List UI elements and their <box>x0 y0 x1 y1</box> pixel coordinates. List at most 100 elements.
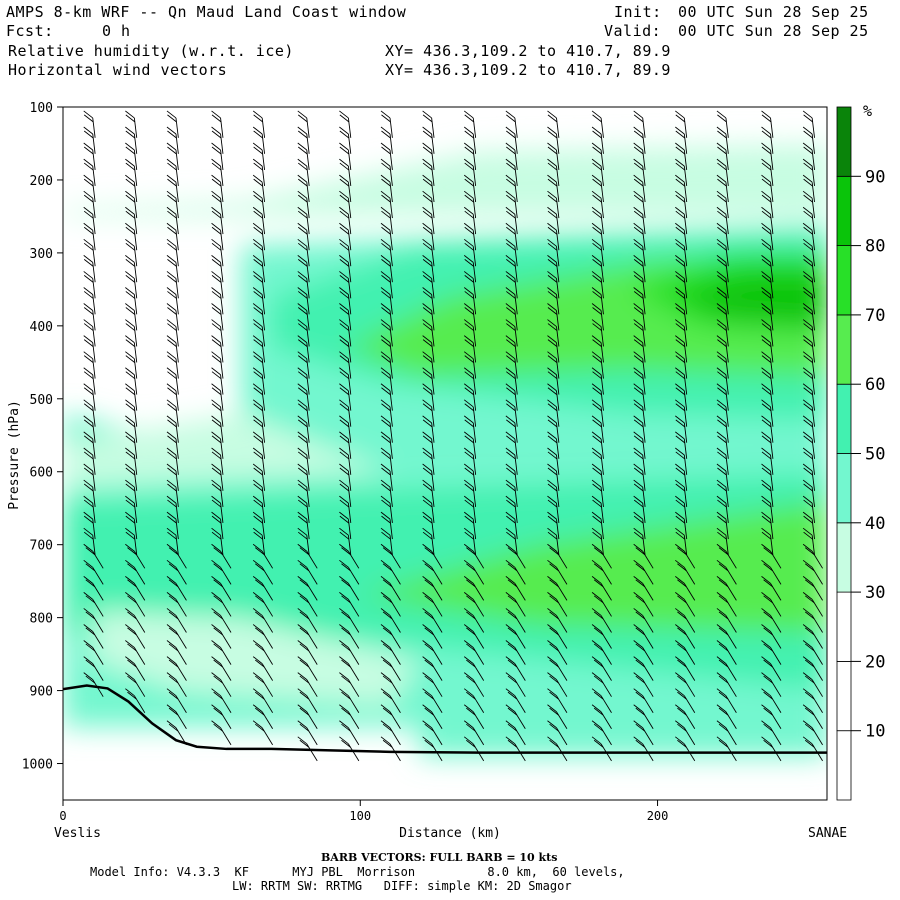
wind-barb-flag <box>507 595 518 604</box>
wind-barb-flag <box>802 559 813 568</box>
wind-barb-flag <box>422 624 432 632</box>
wind-barb-flag <box>763 691 773 700</box>
wind-barb-flag <box>763 739 773 748</box>
wind-barb <box>389 438 393 459</box>
wind-barb-flag <box>633 114 644 123</box>
wind-barb <box>175 406 179 427</box>
wind-barb-flag <box>297 238 308 247</box>
wind-barb <box>261 535 266 556</box>
wind-barb-flag <box>297 387 308 396</box>
wind-barb <box>133 422 138 443</box>
wind-barb-flag <box>380 736 391 745</box>
wind-barb-flag <box>717 483 727 492</box>
wind-barb <box>770 133 774 154</box>
wind-barb <box>306 278 310 299</box>
wind-barb-flag <box>717 114 727 123</box>
wind-barb-flag <box>381 194 391 203</box>
wind-barb-flag <box>381 451 391 460</box>
wind-barb-flag <box>717 467 727 476</box>
wind-barb-flag <box>211 451 222 460</box>
wind-barb <box>642 246 646 267</box>
wind-barb-flag <box>125 142 135 151</box>
wind-barb-flag <box>591 720 602 729</box>
wind-barb <box>389 278 393 299</box>
wind-barb-flag <box>591 303 602 311</box>
wind-barb-flag <box>422 222 432 231</box>
wind-barb-flag <box>422 447 432 456</box>
wind-barb-flag <box>125 371 136 380</box>
wind-barb-flag <box>547 592 557 600</box>
wind-barb <box>770 358 774 379</box>
wind-barb-flag <box>167 483 177 492</box>
wind-barb-flag <box>297 130 308 139</box>
wind-barb-flag <box>675 527 685 536</box>
wind-barb <box>133 519 138 540</box>
wind-barb <box>347 310 352 331</box>
wind-barb <box>725 487 729 507</box>
wind-barb-flag <box>547 656 557 664</box>
wind-barb <box>683 278 688 299</box>
wind-barb-flag <box>761 355 772 363</box>
wind-barb-flag <box>211 303 221 311</box>
colorbar-tick-label: 50 <box>865 445 885 465</box>
wind-barb-flag <box>339 403 350 412</box>
wind-barb <box>811 117 815 138</box>
wind-barb-flag <box>633 194 644 203</box>
wind-barb-flag <box>803 291 813 299</box>
wind-barb <box>220 503 224 524</box>
wind-barb-flag <box>763 547 773 556</box>
wind-barb-flag <box>339 126 349 135</box>
wind-barb-flag <box>506 114 516 123</box>
wind-barb-flag <box>166 511 177 520</box>
wind-barb-flag <box>254 691 265 700</box>
wind-barb-flag <box>717 387 727 396</box>
wind-barb-flag <box>761 479 771 488</box>
wind-barb <box>306 117 310 138</box>
wind-barb <box>811 278 815 299</box>
wind-barb-flag <box>339 451 350 460</box>
wind-barb-flag <box>507 547 518 556</box>
wind-barb-flag <box>633 672 643 680</box>
init-label: Init: <box>614 3 662 21</box>
wind-barb-flag <box>166 431 177 440</box>
wind-barb-flag <box>339 271 349 279</box>
wind-barb-flag <box>633 110 643 119</box>
wind-barb-flag <box>505 238 516 247</box>
wind-barb-flag <box>125 672 135 680</box>
wind-barb <box>725 246 729 267</box>
wind-barb-flag <box>166 624 177 632</box>
wind-barb-flag <box>85 659 96 668</box>
wind-barb-flag <box>592 499 602 508</box>
wind-barb-flag <box>168 611 179 620</box>
wind-barb-flag <box>211 238 221 247</box>
wind-barb-flag <box>297 367 308 376</box>
wind-barb <box>683 342 688 363</box>
plot-frame <box>62 106 828 801</box>
wind-barb <box>306 390 310 411</box>
wind-barb-flag <box>422 146 433 155</box>
wind-barb-flag <box>125 351 135 360</box>
wind-barb <box>220 117 224 138</box>
wind-barb <box>811 310 815 331</box>
wind-barb <box>556 117 560 138</box>
wind-barb <box>175 246 179 267</box>
wind-barb <box>175 326 179 347</box>
wind-barb-flag <box>464 291 474 299</box>
wind-barb-flag <box>675 355 686 363</box>
wind-barb-flag <box>761 174 771 183</box>
wind-barb <box>725 503 729 524</box>
wind-barb <box>220 133 224 154</box>
wind-barb-flag <box>339 640 349 648</box>
wind-barb-flag <box>85 675 96 684</box>
wind-barb-flag <box>252 399 263 408</box>
wind-barb-flag <box>297 303 308 311</box>
wind-barb-flag <box>297 672 308 680</box>
wind-barb <box>306 294 310 315</box>
wind-barb-flag <box>633 656 643 664</box>
wind-barb-flag <box>339 559 349 568</box>
wind-barb-flag <box>716 495 727 504</box>
wind-barb <box>347 198 352 219</box>
wind-barb <box>133 503 138 524</box>
wind-barb-flag <box>761 495 771 504</box>
wind-barb <box>514 390 518 411</box>
